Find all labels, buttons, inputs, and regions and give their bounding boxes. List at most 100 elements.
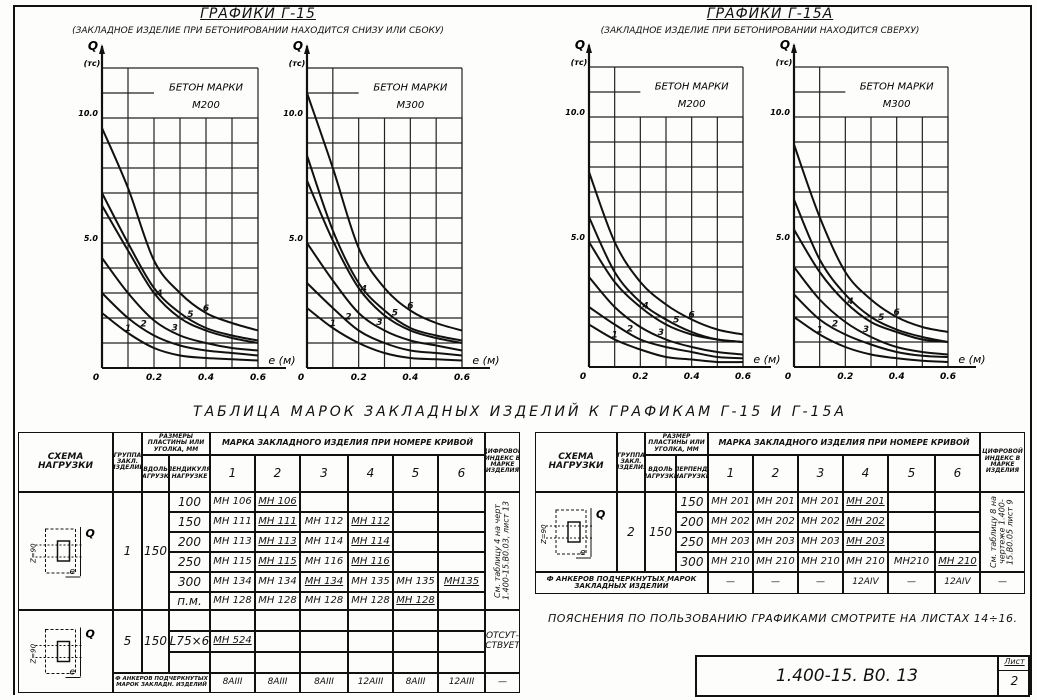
header-curve-2: 2 <box>753 455 798 492</box>
concrete-outline <box>45 528 76 574</box>
curve-label: 5 <box>187 310 193 320</box>
anchor-value: 12AIV <box>935 572 980 594</box>
mark-cell: МН 128 <box>348 592 393 610</box>
embedded-plate <box>56 540 71 562</box>
x-tick-label: 0.2 <box>146 373 162 383</box>
dimension-label: Z=90 <box>540 524 548 545</box>
x-tick-label: 0 <box>93 373 99 383</box>
load-scheme-sketch: Qe Z=90 <box>30 627 95 678</box>
load-scheme-sketch: Qe Z=90 <box>540 508 605 559</box>
mark-cell: МН 128 <box>300 592 348 610</box>
perp-size: 300 <box>169 572 210 592</box>
empty-cell <box>210 610 255 631</box>
header-perp: Перпендикулярно нагрузке <box>169 455 210 492</box>
mark-cell: МН 113 <box>210 532 255 552</box>
mark-cell <box>935 532 980 552</box>
header-group: Группа закл. изделия <box>617 432 645 492</box>
header-curve-6: 6 <box>935 455 980 492</box>
group-number: 5 <box>113 610 142 673</box>
mark-cell <box>888 492 935 512</box>
mark-cell: МН 106 <box>255 492 300 512</box>
graphs-g15a-subtitle: (Закладное изделие при бетонировании нах… <box>600 26 920 36</box>
anchor-value: — <box>485 673 520 693</box>
mark-cell <box>393 552 438 572</box>
anchor-value: 8AIII <box>255 673 300 693</box>
empty-cell <box>300 631 348 652</box>
header-sizes: Размер пластины или уголка, мм <box>645 432 708 455</box>
mark-cell: МН 112 <box>300 512 348 532</box>
header-curve-1: 1 <box>708 455 753 492</box>
empty-cell <box>438 631 485 652</box>
y-axis-unit: (тс) <box>571 58 588 67</box>
curve-1 <box>306 307 463 362</box>
sheet-number: 2 <box>1010 674 1019 688</box>
header-curve-4: 4 <box>843 455 888 492</box>
mark-cell <box>438 492 485 512</box>
load-scheme-sketch: Qe Z=90 <box>30 527 95 578</box>
curve-6 <box>588 171 744 336</box>
load-q-label: Q <box>86 628 95 641</box>
x-axis-label: e (м) <box>268 354 295 367</box>
eccentricity-label: e <box>70 567 76 577</box>
anchor-value: 12AIII <box>438 673 485 693</box>
mark-cell: МН 116 <box>300 552 348 572</box>
empty-cell <box>300 610 348 631</box>
mark-cell <box>393 492 438 512</box>
header-along: Вдоль нагрузки <box>645 455 676 492</box>
mark-cell: МН135 <box>438 572 485 592</box>
y-tick-label: 5.0 <box>571 233 586 242</box>
curve-2 <box>101 292 259 357</box>
mark-cell: МН 135 <box>393 572 438 592</box>
y-axis-unit: (тс) <box>84 59 101 68</box>
perp-size: п.м. <box>169 592 210 610</box>
mark-cell: МН 201 <box>843 492 888 512</box>
empty-cell <box>393 631 438 652</box>
y-axis-label: Q <box>575 38 585 52</box>
x-axis-label: e (м) <box>753 353 780 366</box>
mark-cell <box>888 532 935 552</box>
header-perp: Перпенд. нагрузке <box>676 455 708 492</box>
usage-note: Пояснения по пользованию графиками смотр… <box>548 612 1018 625</box>
y-tick-label: 10.0 <box>283 109 303 118</box>
anchor-value: 12AIII <box>348 673 393 693</box>
curve-label: 3 <box>376 318 382 328</box>
mark-cell: МН 203 <box>708 532 753 552</box>
anchor-value: — <box>753 572 798 594</box>
curve-5 <box>306 155 463 342</box>
curve-1 <box>793 316 949 363</box>
curve-label: 1 <box>612 331 618 341</box>
y-axis-arrow-icon <box>586 43 592 53</box>
empty-cell <box>255 610 300 631</box>
header-curve-5: 5 <box>393 455 438 492</box>
header-sizes: Размеры пластины или уголка, мм <box>142 432 210 455</box>
x-tick-label: 0.4 <box>684 372 700 382</box>
empty-cell <box>169 610 210 631</box>
mark-cell: МН 114 <box>348 532 393 552</box>
mark-cell: МН 128 <box>393 592 438 610</box>
x-tick-label: 0.4 <box>889 372 905 382</box>
mark-cell: МН 210 <box>843 552 888 572</box>
chart-title-grade: М300 <box>396 100 424 111</box>
perp-size: 150 <box>169 512 210 532</box>
curve-4 <box>306 180 463 344</box>
curve-label: 2 <box>345 313 351 323</box>
curve-label: 3 <box>863 325 869 335</box>
curve-label: 6 <box>894 308 900 318</box>
header-scheme: Схема нагрузки <box>18 432 113 492</box>
mark-cell: МН 210 <box>935 552 980 572</box>
embedded-plate <box>567 521 581 543</box>
empty-cell <box>210 652 255 673</box>
anchor-value: 12AIV <box>843 572 888 594</box>
header-curve-3: 3 <box>798 455 843 492</box>
curve-1 <box>101 312 259 362</box>
mark-cell: МН 202 <box>753 512 798 532</box>
mark-cell: МН 203 <box>843 532 888 552</box>
mark-cell: МН 134 <box>300 572 348 592</box>
mark-cell: МН 524 <box>210 631 255 652</box>
curve-5 <box>588 216 744 343</box>
anchor-value: — <box>798 572 843 594</box>
along-size: 150 <box>645 492 676 572</box>
